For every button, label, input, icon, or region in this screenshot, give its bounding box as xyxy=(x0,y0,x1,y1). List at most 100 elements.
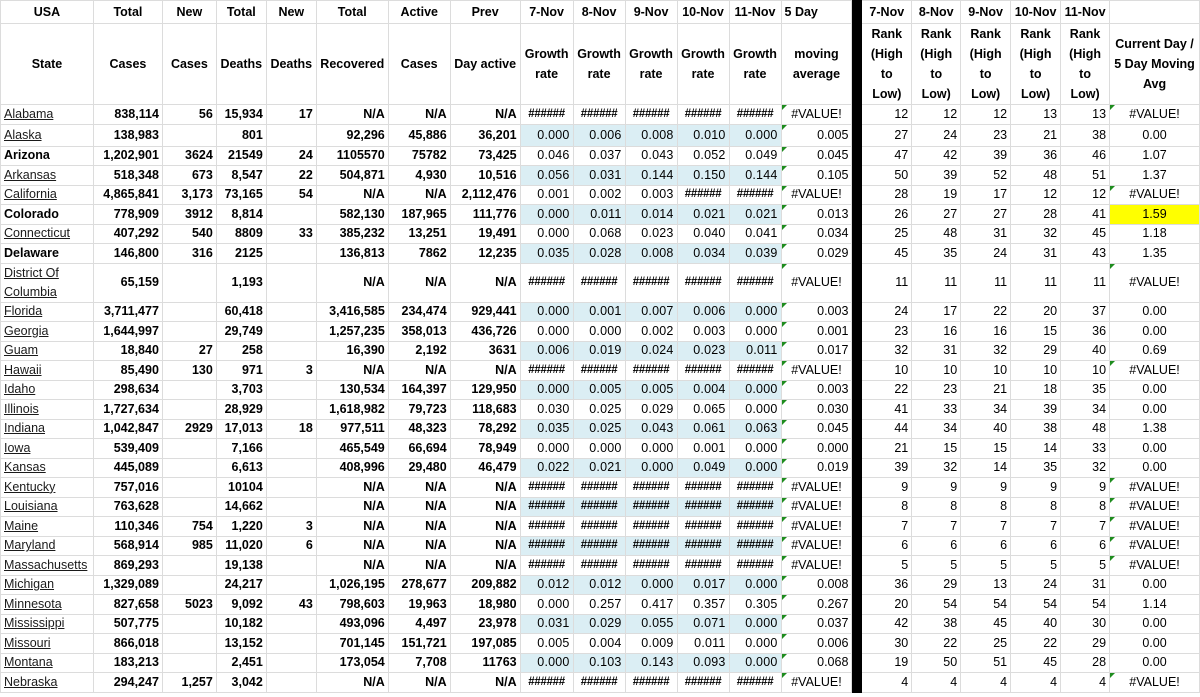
rank-cell[interactable]: 11 xyxy=(960,262,1012,303)
current-over-ma-cell[interactable]: 0.00 xyxy=(1109,399,1200,420)
growth-rate-cell[interactable]: 0.000 xyxy=(519,123,574,147)
total-cases-cell[interactable]: 85,490 xyxy=(92,360,163,381)
rank-cell[interactable]: 31 xyxy=(911,340,962,361)
moving-average-cell[interactable]: 0.029 xyxy=(780,243,853,264)
growth-rate-cell[interactable]: ###### xyxy=(676,672,730,693)
header-cell[interactable]: Rank (High to Low) xyxy=(861,23,913,105)
rank-cell[interactable]: 35 xyxy=(911,243,962,264)
growth-rate-cell[interactable]: 0.012 xyxy=(519,574,574,595)
prev-day-active-cell[interactable]: N/A xyxy=(449,672,521,693)
rank-cell[interactable]: 4 xyxy=(1060,672,1111,693)
growth-rate-cell[interactable]: ###### xyxy=(728,104,782,125)
state-link[interactable]: Iowa xyxy=(0,438,94,459)
header-cell[interactable]: Deaths xyxy=(265,23,317,105)
growth-rate-cell[interactable]: 0.010 xyxy=(676,123,730,147)
recovered-cell[interactable]: N/A xyxy=(315,262,389,303)
prev-day-active-cell[interactable]: N/A xyxy=(449,496,521,517)
growth-rate-cell[interactable]: 0.011 xyxy=(572,204,626,225)
rank-cell[interactable]: 26 xyxy=(861,204,913,225)
growth-rate-cell[interactable]: ###### xyxy=(519,535,574,556)
growth-rate-cell[interactable]: 0.065 xyxy=(676,399,730,420)
growth-rate-cell[interactable]: ###### xyxy=(728,535,782,556)
prev-day-active-cell[interactable]: 436,726 xyxy=(449,321,521,342)
rank-cell[interactable]: 45 xyxy=(960,613,1012,634)
growth-rate-cell[interactable]: 0.021 xyxy=(676,204,730,225)
moving-average-cell[interactable]: #VALUE! xyxy=(780,104,853,125)
current-over-ma-cell[interactable]: 1.37 xyxy=(1109,165,1200,186)
rank-cell[interactable]: 10 xyxy=(861,360,913,381)
active-cases-cell[interactable]: N/A xyxy=(387,360,451,381)
rank-cell[interactable]: 7 xyxy=(1060,516,1111,537)
new-cases-cell[interactable] xyxy=(161,613,217,634)
total-deaths-cell[interactable]: 1,220 xyxy=(215,516,267,537)
state-link[interactable]: Massachusetts xyxy=(0,555,94,576)
column-divider[interactable] xyxy=(851,477,863,498)
growth-rate-cell[interactable]: 0.000 xyxy=(728,399,782,420)
rank-cell[interactable]: 48 xyxy=(1010,165,1062,186)
new-deaths-cell[interactable] xyxy=(265,340,317,361)
growth-rate-cell[interactable]: 0.037 xyxy=(572,145,626,166)
state-link[interactable]: Minnesota xyxy=(0,594,94,615)
rank-cell[interactable]: 22 xyxy=(1010,633,1062,654)
rank-cell[interactable]: 11 xyxy=(861,262,913,303)
rank-cell[interactable]: 8 xyxy=(960,496,1012,517)
rank-cell[interactable]: 54 xyxy=(911,594,962,615)
new-cases-cell[interactable] xyxy=(161,633,217,654)
rank-cell[interactable]: 14 xyxy=(960,457,1012,478)
state-link[interactable]: Alaska xyxy=(0,123,94,147)
rank-cell[interactable]: 6 xyxy=(1010,535,1062,556)
new-cases-cell[interactable]: 27 xyxy=(161,340,217,361)
rank-cell[interactable]: 10 xyxy=(960,360,1012,381)
rank-cell[interactable]: 36 xyxy=(1060,321,1111,342)
rank-cell[interactable]: 8 xyxy=(1010,496,1062,517)
rank-cell[interactable]: 15 xyxy=(1010,321,1062,342)
active-cases-cell[interactable]: N/A xyxy=(387,477,451,498)
header-cell[interactable]: Day active xyxy=(449,23,521,105)
rank-cell[interactable]: 31 xyxy=(1010,243,1062,264)
column-divider[interactable] xyxy=(851,516,863,537)
growth-rate-cell[interactable]: 0.011 xyxy=(676,633,730,654)
header-cell[interactable]: Prev xyxy=(449,0,521,24)
header-cell[interactable]: USA xyxy=(0,0,94,24)
rank-cell[interactable]: 36 xyxy=(861,574,913,595)
new-deaths-cell[interactable] xyxy=(265,496,317,517)
header-cell[interactable]: 10-Nov xyxy=(676,0,730,24)
rank-cell[interactable]: 12 xyxy=(861,104,913,125)
new-cases-cell[interactable]: 56 xyxy=(161,104,217,125)
new-cases-cell[interactable]: 2929 xyxy=(161,418,217,439)
active-cases-cell[interactable]: 4,497 xyxy=(387,613,451,634)
active-cases-cell[interactable]: 4,930 xyxy=(387,165,451,186)
recovered-cell[interactable]: N/A xyxy=(315,672,389,693)
moving-average-cell[interactable]: 0.013 xyxy=(780,204,853,225)
active-cases-cell[interactable]: 29,480 xyxy=(387,457,451,478)
growth-rate-cell[interactable]: ###### xyxy=(728,555,782,576)
new-deaths-cell[interactable]: 3 xyxy=(265,516,317,537)
moving-average-cell[interactable]: #VALUE! xyxy=(780,535,853,556)
column-divider[interactable] xyxy=(851,613,863,634)
rank-cell[interactable]: 17 xyxy=(911,301,962,322)
new-cases-cell[interactable]: 3912 xyxy=(161,204,217,225)
rank-cell[interactable]: 34 xyxy=(1060,399,1111,420)
column-divider[interactable] xyxy=(851,340,863,361)
prev-day-active-cell[interactable]: N/A xyxy=(449,555,521,576)
recovered-cell[interactable]: N/A xyxy=(315,535,389,556)
rank-cell[interactable]: 22 xyxy=(911,633,962,654)
current-over-ma-cell[interactable]: #VALUE! xyxy=(1109,496,1200,517)
rank-cell[interactable]: 13 xyxy=(1010,104,1062,125)
total-deaths-cell[interactable]: 14,662 xyxy=(215,496,267,517)
new-deaths-cell[interactable] xyxy=(265,379,317,400)
current-over-ma-cell[interactable]: 0.00 xyxy=(1109,613,1200,634)
growth-rate-cell[interactable]: 0.052 xyxy=(676,145,730,166)
column-divider[interactable] xyxy=(851,184,863,205)
growth-rate-cell[interactable]: 0.000 xyxy=(728,123,782,147)
rank-cell[interactable]: 34 xyxy=(911,418,962,439)
growth-rate-cell[interactable]: 0.000 xyxy=(624,457,678,478)
total-deaths-cell[interactable]: 19,138 xyxy=(215,555,267,576)
rank-cell[interactable]: 54 xyxy=(960,594,1012,615)
state-link[interactable]: Florida xyxy=(0,301,94,322)
growth-rate-cell[interactable]: ###### xyxy=(572,262,626,303)
growth-rate-cell[interactable]: 0.000 xyxy=(519,204,574,225)
rank-cell[interactable]: 48 xyxy=(1060,418,1111,439)
current-over-ma-cell[interactable]: 1.14 xyxy=(1109,594,1200,615)
growth-rate-cell[interactable]: 0.061 xyxy=(676,418,730,439)
